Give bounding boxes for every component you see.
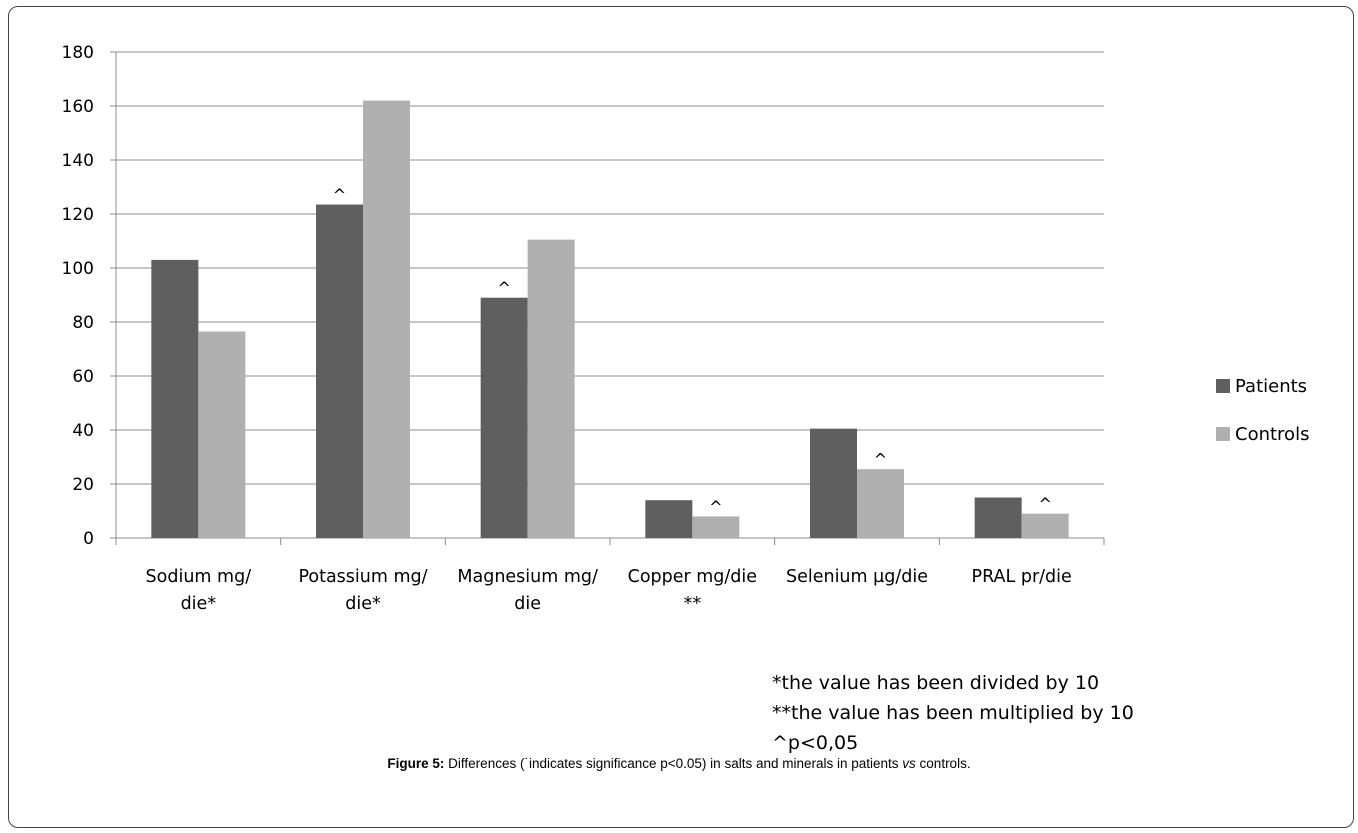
figure-frame xyxy=(8,6,1354,828)
y-tick-label: 120 xyxy=(62,205,94,225)
y-tick-label: 20 xyxy=(72,475,94,495)
significance-marker: ^ xyxy=(709,497,722,516)
caption-tail: controls. xyxy=(915,756,971,771)
x-tick-label: Potassium mg/ xyxy=(298,567,427,587)
chart-notes: *the value has been divided by 10 **the … xyxy=(772,668,1134,758)
bar-controls xyxy=(857,469,904,538)
caption-italic: vs xyxy=(902,756,916,771)
y-tick-label: 60 xyxy=(72,367,94,387)
x-tick-label: ** xyxy=(684,594,702,614)
caption-label: Figure 5: xyxy=(387,756,445,771)
bar-controls xyxy=(198,331,246,538)
x-tick-label: Sodium mg/ xyxy=(146,567,252,587)
bar-controls xyxy=(527,239,575,538)
significance-marker: ^ xyxy=(874,450,887,469)
significance-marker: ^ xyxy=(333,186,346,205)
x-tick-label: die* xyxy=(345,594,381,614)
x-tick-label: Magnesium mg/ xyxy=(457,567,598,587)
bar-patients xyxy=(480,297,528,538)
x-tick-label: Copper mg/die xyxy=(628,567,757,587)
note-multiplied: **the value has been multiplied by 10 xyxy=(772,702,1134,724)
x-tick-label: PRAL pr/die xyxy=(972,567,1072,587)
note-divided: *the value has been divided by 10 xyxy=(772,672,1100,694)
x-tick-label: die xyxy=(514,594,541,614)
y-tick-label: 100 xyxy=(62,259,94,279)
note-significance: ^p<0,05 xyxy=(772,732,859,754)
y-tick-label: 40 xyxy=(72,421,94,441)
bar-controls xyxy=(692,516,740,538)
bar-patients xyxy=(645,500,693,538)
figure-caption: Figure 5: Differences (˙indicates signif… xyxy=(0,756,1358,771)
legend-swatch xyxy=(1216,379,1230,393)
significance-marker: ^ xyxy=(1038,495,1051,514)
bar-patients xyxy=(810,428,857,538)
caption-text: Differences (˙indicates significance p<0… xyxy=(444,756,903,771)
bar-patients xyxy=(974,497,1022,538)
legend-label: Patients xyxy=(1235,376,1307,397)
x-tick-label: die* xyxy=(181,594,217,614)
significance-marker: ^ xyxy=(497,279,510,298)
y-tick-label: 160 xyxy=(62,97,94,117)
y-tick-label: 180 xyxy=(62,43,94,63)
legend-label: Controls xyxy=(1235,424,1309,445)
legend-swatch xyxy=(1216,427,1230,441)
bar-controls xyxy=(363,100,410,538)
y-tick-label: 80 xyxy=(72,313,94,333)
bar-patients xyxy=(316,204,363,539)
y-tick-label: 140 xyxy=(62,151,94,171)
y-tick-label: 0 xyxy=(83,529,94,549)
bar-patients xyxy=(151,259,199,538)
x-tick-label: Selenium µg/die xyxy=(786,567,928,587)
bar-controls xyxy=(1021,513,1069,538)
